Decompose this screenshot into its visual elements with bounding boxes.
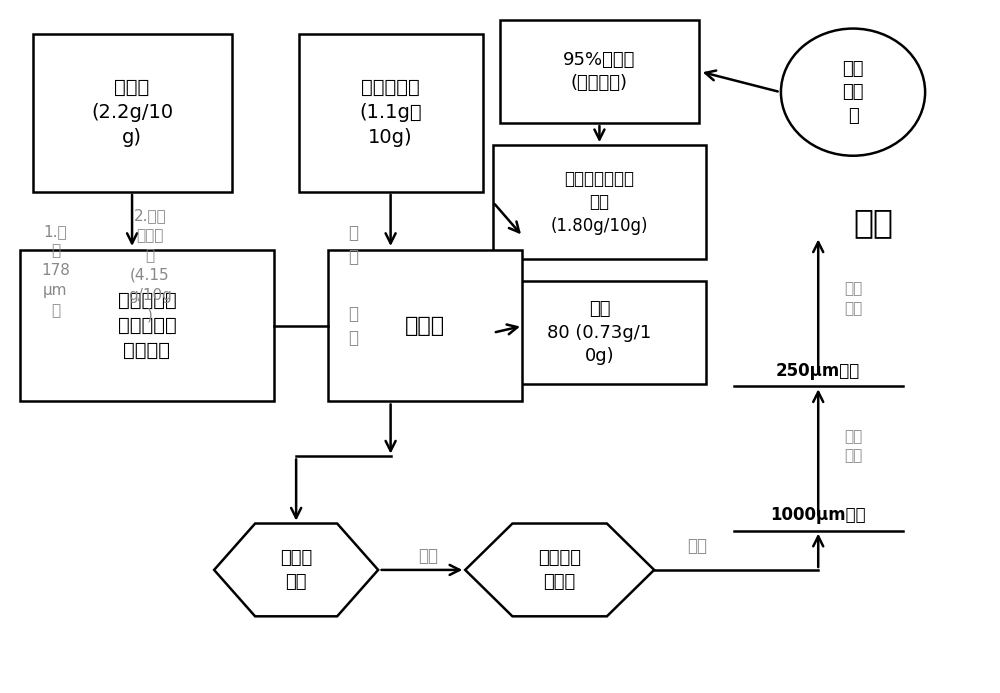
- Text: 制粒: 制粒: [418, 547, 438, 565]
- FancyBboxPatch shape: [328, 250, 522, 401]
- Text: 干燥: 干燥: [687, 537, 707, 555]
- Ellipse shape: [781, 28, 925, 156]
- Text: 适量聚维酮
(1.1g、
10g): 适量聚维酮 (1.1g、 10g): [359, 78, 422, 148]
- Text: 2.称取
氟苯尼
考
(4.15
g/10g
): 2.称取 氟苯尼 考 (4.15 g/10g ): [128, 209, 172, 322]
- Text: 吐温
80 (0.73g/1
0g): 吐温 80 (0.73g/1 0g): [547, 300, 652, 365]
- Polygon shape: [214, 523, 378, 616]
- FancyBboxPatch shape: [493, 146, 706, 259]
- Text: 筛去
粗粉: 筛去 粗粉: [844, 429, 862, 464]
- Text: 润湿剂: 润湿剂: [405, 316, 445, 336]
- FancyBboxPatch shape: [493, 281, 706, 385]
- Text: 适量
纯化
水: 适量 纯化 水: [842, 60, 864, 125]
- Text: 溶
解: 溶 解: [348, 224, 358, 265]
- Text: 蔗糖粉
(2.2g/10
g): 蔗糖粉 (2.2g/10 g): [91, 78, 173, 148]
- Text: 95%的乙醇
(体积分数): 95%的乙醇 (体积分数): [563, 51, 636, 92]
- FancyBboxPatch shape: [33, 34, 232, 192]
- FancyBboxPatch shape: [20, 250, 274, 401]
- Polygon shape: [465, 523, 654, 616]
- Text: 搅
拌: 搅 拌: [348, 305, 358, 346]
- Text: 1.过
约
178
μm
筛: 1.过 约 178 μm 筛: [41, 224, 70, 318]
- Text: 1000μm筛网: 1000μm筛网: [770, 506, 866, 524]
- FancyBboxPatch shape: [500, 20, 699, 123]
- Text: 成品: 成品: [853, 207, 893, 239]
- Text: 电热鼓风
干燥机: 电热鼓风 干燥机: [538, 549, 581, 590]
- Text: 250μm筛网: 250μm筛网: [776, 362, 860, 380]
- Text: 适宜浓度的乙醇
溶液
(1.80g/10g): 适宜浓度的乙醇 溶液 (1.80g/10g): [551, 170, 648, 235]
- Text: 在高效混合
制粒机内混
合为粉料: 在高效混合 制粒机内混 合为粉料: [118, 291, 176, 360]
- FancyBboxPatch shape: [299, 34, 483, 192]
- Text: 湿法制
粒机: 湿法制 粒机: [280, 549, 312, 590]
- Text: 筛去
细粉: 筛去 细粉: [844, 281, 862, 316]
